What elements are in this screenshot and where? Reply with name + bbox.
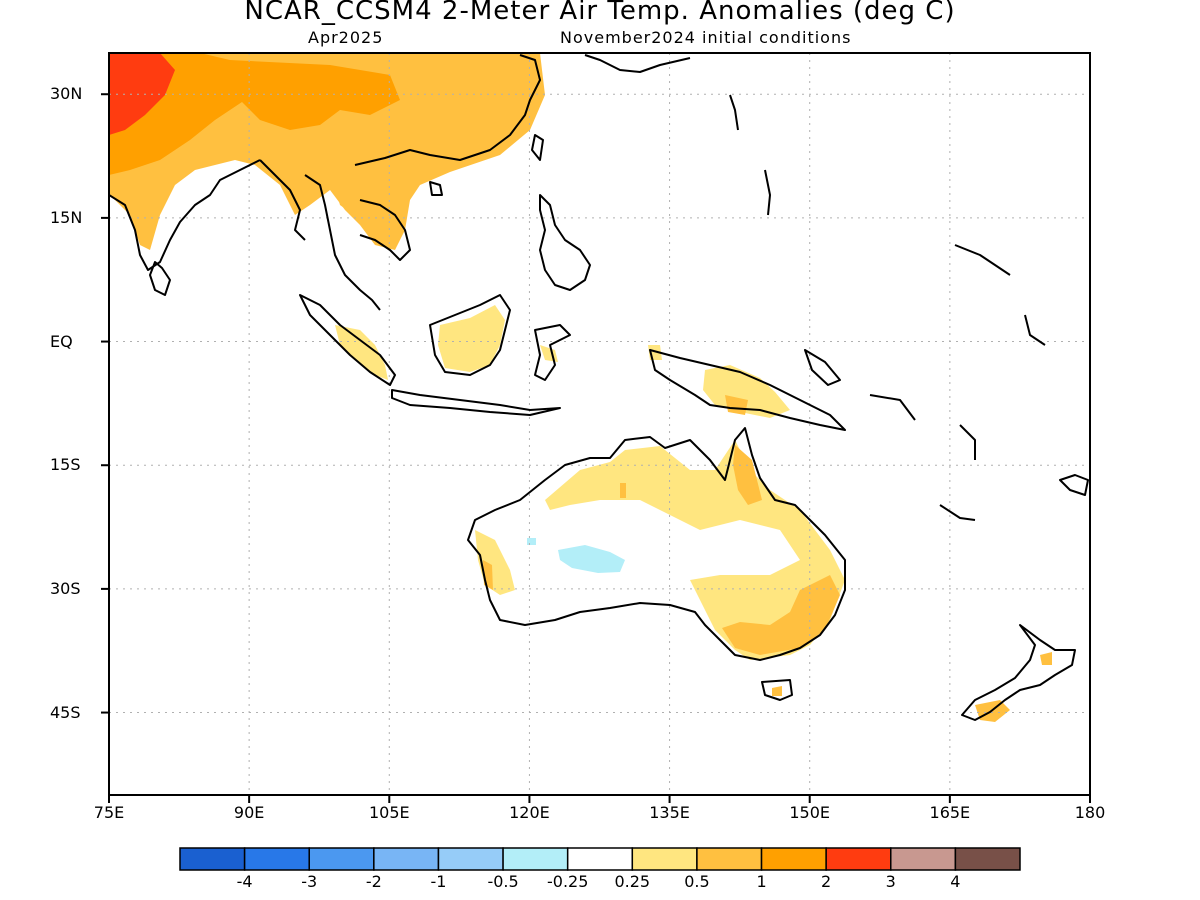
colorbar-label: 0.25	[614, 872, 651, 891]
colorbar-label: -4	[236, 872, 253, 891]
lat-label: 30N	[50, 84, 83, 104]
colorbar-label: 2	[821, 872, 832, 891]
colorbar-swatch	[243, 847, 310, 871]
colorbar-label: -2	[365, 872, 382, 891]
lon-label: 165E	[929, 803, 971, 822]
colorbar-swatch	[760, 847, 827, 871]
colorbar-label: 4	[950, 872, 961, 891]
grid-lines	[109, 53, 1090, 795]
colorbar-label: -0.5	[487, 872, 519, 891]
colorbar-swatch	[954, 847, 1021, 871]
colorbar-swatch	[373, 847, 440, 871]
chart-title: NCAR_CCSM4 2-Meter Air Temp. Anomalies (…	[244, 0, 956, 26]
lon-label: 120E	[509, 803, 550, 822]
colorbar-label: -1	[430, 872, 447, 891]
lon-label: 105E	[368, 803, 410, 822]
colorbar	[179, 847, 1021, 871]
colorbar-swatch	[890, 847, 957, 871]
colorbar-swatch	[566, 847, 634, 871]
lon-label: 150E	[789, 803, 831, 822]
lat-label: 15S	[50, 455, 81, 475]
australia-coast	[467, 427, 846, 661]
lon-label: 90E	[233, 803, 265, 822]
colorbar-swatch	[825, 847, 892, 871]
colorbar-label: -0.25	[546, 872, 589, 891]
plot-frame	[108, 52, 1091, 796]
lat-label: 15N	[50, 207, 83, 227]
lat-label: 45S	[50, 702, 81, 722]
lon-label: 180	[1074, 803, 1106, 822]
colorbar-swatch	[308, 847, 375, 871]
colorbar-swatch	[631, 847, 698, 871]
colorbar-swatch	[179, 847, 246, 871]
colorbar-swatch	[696, 847, 763, 871]
colorbar-label: 0.5	[684, 872, 710, 891]
lon-label: 75E	[93, 803, 125, 822]
colorbar-swatch	[437, 847, 504, 871]
coastlines	[109, 54, 1089, 721]
axis-ticks	[101, 93, 1091, 803]
lon-label: 135E	[649, 803, 690, 822]
colorbar-swatch	[502, 847, 569, 871]
anomaly-australia-cold	[558, 545, 625, 573]
init-conditions-label: November2024 initial conditions	[560, 28, 852, 47]
lat-label: 30S	[50, 578, 81, 598]
anomaly-fills	[109, 53, 1052, 722]
colorbar-label: 1	[756, 872, 767, 891]
valid-month-label: Apr2025	[308, 28, 384, 47]
colorbar-label: -3	[301, 872, 318, 891]
lat-label: EQ	[50, 331, 73, 351]
colorbar-label: 3	[885, 872, 896, 891]
